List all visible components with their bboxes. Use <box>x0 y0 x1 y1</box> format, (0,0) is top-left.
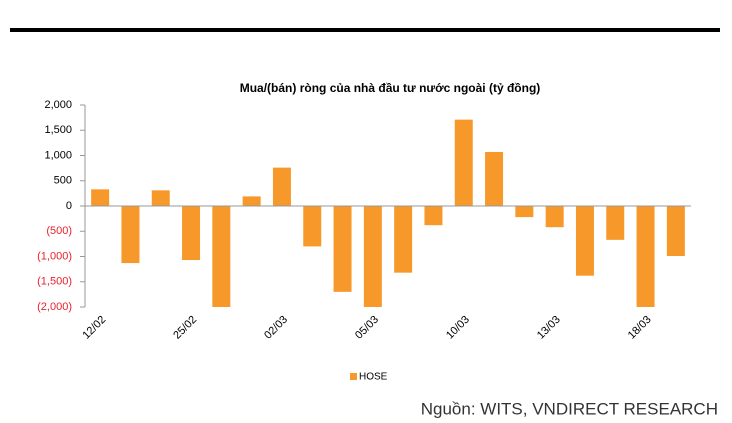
bar <box>272 167 291 206</box>
y-tick-label: (500) <box>46 225 72 237</box>
bar <box>575 206 594 276</box>
y-tick-label: (1,500) <box>37 276 72 288</box>
bar <box>454 119 473 206</box>
chart-title: Mua/(bán) ròng của nhà đầu tư nước ngoài… <box>240 81 541 95</box>
bar <box>303 206 322 247</box>
x-tick-label: 02/03 <box>262 314 290 342</box>
bar <box>636 206 655 307</box>
bar <box>121 206 140 264</box>
legend-label: HOSE <box>359 372 388 383</box>
x-tick-label: 05/03 <box>353 314 381 342</box>
bar <box>151 190 170 206</box>
x-tick-label: 10/03 <box>444 314 472 342</box>
legend-swatch <box>350 373 357 380</box>
bar <box>424 206 443 226</box>
bar <box>666 206 685 256</box>
bar <box>363 206 382 307</box>
y-tick-label: (2,000) <box>37 301 72 313</box>
bar <box>485 151 504 206</box>
bar <box>606 206 625 240</box>
bar <box>182 206 201 261</box>
bar <box>545 206 564 228</box>
bar <box>91 189 110 206</box>
y-tick-label: 0 <box>66 200 72 212</box>
bar <box>333 206 352 292</box>
x-tick-label: 12/02 <box>80 314 108 342</box>
y-tick-label: 1,500 <box>44 124 72 136</box>
y-tick-label: (1,000) <box>37 250 72 262</box>
y-tick-label: 500 <box>54 175 72 187</box>
top-rule <box>10 28 720 32</box>
x-tick-label: 18/03 <box>626 314 654 342</box>
bar <box>242 196 261 206</box>
x-tick-label: 13/03 <box>535 314 563 342</box>
y-tick-label: 2,000 <box>44 99 72 111</box>
bar <box>394 206 413 273</box>
source-note: Nguồn: WITS, VNDIRECT RESEARCH <box>421 399 718 418</box>
bar <box>212 206 231 307</box>
bar <box>515 206 534 218</box>
x-tick-label: 25/02 <box>171 314 199 342</box>
y-tick-label: 1,000 <box>44 149 72 161</box>
